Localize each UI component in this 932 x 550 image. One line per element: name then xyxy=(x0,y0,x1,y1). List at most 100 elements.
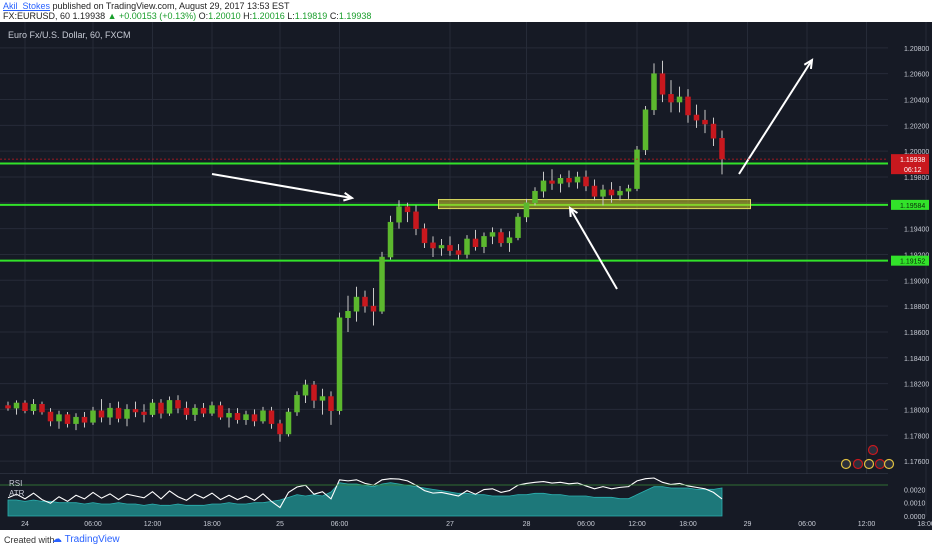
candle-body xyxy=(158,402,164,414)
candle-body xyxy=(234,413,241,421)
candle-body xyxy=(302,384,309,396)
indicator-badge-icon xyxy=(863,458,875,470)
candle-body xyxy=(30,404,37,411)
candle-body xyxy=(447,245,453,251)
chart-area[interactable]: 1.20800 1.20600 1.20400 1.20200 1.20000 1.198… xyxy=(0,22,932,530)
time-axis: 24 06:00 12:00 18:00 25 06:00 27 28 06:00 12:00 18… xyxy=(21,521,932,528)
tradingview-logo[interactable]: ☁ TradingView xyxy=(52,534,120,545)
current-price-label: 1.19938 xyxy=(900,157,925,164)
price-tick-label: 1.18600 xyxy=(904,330,929,337)
candle-body xyxy=(489,232,496,237)
candle-body xyxy=(549,180,555,184)
time-tick-label: 29 xyxy=(744,521,752,528)
symbol-timeframe: FX:EURUSD, 60 xyxy=(3,11,71,21)
indicator-badges xyxy=(840,444,895,470)
current-price-tag xyxy=(891,154,929,175)
price-tick-label: 1.17800 xyxy=(904,433,929,440)
annotation-arrows xyxy=(211,58,814,290)
arrow-shaft xyxy=(738,59,813,175)
candle-body xyxy=(566,178,572,183)
candle-body xyxy=(668,94,674,103)
price-chart[interactable]: 1.20800 1.20600 1.20400 1.20200 1.20000 1.198… xyxy=(0,22,932,530)
time-tick-label: 25 xyxy=(276,521,284,528)
low-label: L: xyxy=(287,11,295,21)
last-price: 1.19938 xyxy=(72,11,106,21)
published-text: published on TradingView.com, August 29,… xyxy=(50,1,290,11)
candle-body xyxy=(591,185,598,197)
level-tag-label: 1.19152 xyxy=(900,259,925,266)
candle-body xyxy=(115,407,122,419)
time-tick-label: 27 xyxy=(446,521,454,528)
footer: Created with ☁ TradingView xyxy=(0,530,932,550)
price-tick-label: 1.20200 xyxy=(904,123,929,130)
candle-body xyxy=(353,296,360,312)
candle-body xyxy=(651,73,657,111)
time-tick-label: 24 xyxy=(21,521,29,528)
candle-body xyxy=(217,405,224,418)
arrow-shaft xyxy=(569,207,618,290)
candle-body xyxy=(464,238,470,255)
candle-body xyxy=(693,114,700,121)
arrow-head xyxy=(568,206,579,218)
open-value: 1.20010 xyxy=(208,11,241,21)
atr-tick-label: 0.0020 xyxy=(904,487,926,494)
candle-body xyxy=(107,407,113,418)
candle-body xyxy=(209,405,215,414)
candle-body xyxy=(260,410,266,422)
atr-tick-label: 0.0010 xyxy=(904,501,926,508)
candle-body xyxy=(540,180,547,192)
candle-body xyxy=(719,137,725,160)
candle-body xyxy=(319,396,326,401)
candle-body xyxy=(481,236,487,247)
candle-body xyxy=(183,407,190,415)
candle-body xyxy=(226,413,232,418)
candle-body xyxy=(515,216,521,238)
indicator-badge-icon xyxy=(852,458,864,470)
price-tick-label: 1.20600 xyxy=(904,72,929,79)
candle-body xyxy=(81,416,88,423)
time-tick-label: 12:00 xyxy=(858,521,876,528)
time-tick-label: 06:00 xyxy=(798,521,816,528)
candle-body xyxy=(64,414,71,424)
candle-body xyxy=(277,423,283,435)
price-change: ▲ +0.00153 (+0.13%) xyxy=(107,11,197,21)
candle-body xyxy=(192,407,198,415)
author-link[interactable]: Akil_Stokes xyxy=(3,1,51,11)
price-tick-label: 1.20400 xyxy=(904,97,929,104)
level-tag-bg xyxy=(891,255,929,266)
candle-body xyxy=(200,407,207,414)
candle-body xyxy=(98,410,105,418)
indicator-badge-icon xyxy=(867,444,879,456)
candle-body xyxy=(370,305,377,312)
candle-body xyxy=(294,394,300,413)
candle-body xyxy=(39,404,45,413)
chart-header: Akil_Stokes published on TradingView.com… xyxy=(0,0,932,22)
time-tick-label: 06:00 xyxy=(331,521,349,528)
time-tick-label: 06:00 xyxy=(84,521,102,528)
candle-body xyxy=(132,409,139,413)
candle-body xyxy=(676,96,683,103)
price-tick-label: 1.20800 xyxy=(904,46,929,53)
level-tag-label: 1.19584 xyxy=(900,203,925,210)
time-tick-label: 28 xyxy=(523,521,531,528)
candle-body xyxy=(149,402,156,415)
candle-body xyxy=(557,178,564,184)
price-tick-label: 1.19800 xyxy=(904,175,929,182)
candle-body xyxy=(600,189,606,197)
indicator-badge-icon xyxy=(883,458,895,470)
candle-body xyxy=(124,409,130,419)
time-tick-label: 06:00 xyxy=(577,521,595,528)
candle-body xyxy=(387,221,394,258)
candle-body xyxy=(532,190,538,204)
indicator-badge-icon xyxy=(840,458,852,470)
candle-body xyxy=(583,176,589,187)
candle-body xyxy=(574,176,581,183)
candle-body xyxy=(472,238,479,247)
candle-body xyxy=(523,202,530,218)
price-tick-label: 1.19000 xyxy=(904,278,929,285)
candle-body xyxy=(73,416,79,424)
price-tick-label: 1.19400 xyxy=(904,227,929,234)
brand-name: TradingView xyxy=(64,534,120,545)
candle-body xyxy=(345,311,351,318)
arrow-head xyxy=(343,191,355,202)
